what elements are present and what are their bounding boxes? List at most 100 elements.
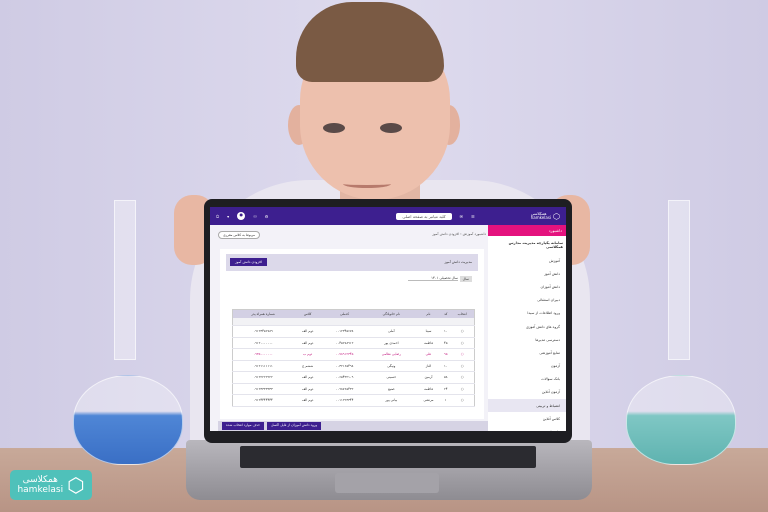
sidebar-item[interactable]: کلاس آنلاین <box>542 416 560 421</box>
table-cell: ۱۰ <box>441 360 451 372</box>
table-cell: ۰۰۶۵۴۳۲۱۰۹ <box>322 371 367 384</box>
column-header[interactable]: نام خانوادگی <box>366 309 416 318</box>
row-checkbox[interactable]: ○ <box>450 348 475 361</box>
sidebar-item[interactable]: دسترسی مدیرها <box>535 337 560 342</box>
row-checkbox[interactable]: ○ <box>450 383 475 395</box>
sidebar-item[interactable]: آزمون <box>550 364 560 369</box>
brand-name-en: hamkelasi <box>17 485 64 495</box>
sidebar-item[interactable]: بانک سوالات <box>541 377 560 382</box>
filter-input[interactable] <box>293 317 323 326</box>
table-cell: فاطمه <box>415 337 442 349</box>
row-checkbox[interactable]: ○ <box>450 394 475 407</box>
sidebar-item[interactable]: دانش آموز <box>544 271 560 276</box>
column-header[interactable]: کلاس <box>293 309 323 318</box>
logo-text-fa: همکلاسی <box>530 211 547 216</box>
delete-selected-button[interactable]: حذف موارد انتخاب شده <box>222 422 265 430</box>
row-checkbox[interactable]: ○ <box>450 325 475 338</box>
table-cell: ۵۸ <box>441 371 451 384</box>
flask-teal <box>626 375 736 465</box>
import-excel-button[interactable]: ورود دانش آموزان از فایل اکسل <box>267 422 322 430</box>
table-cell: ۰۹۱۲۱۱۱۱۱۱۱ <box>232 360 294 372</box>
add-student-button[interactable]: افزودن دانش آموز <box>230 258 267 266</box>
student-card: افزودن دانش آموز مدیریت دانش آموز سال سا… <box>220 249 484 419</box>
laptop-screen: ⏻ ▾ ● ⚇ ⚙ کلید میانبر به صفحه اصلی ✉ ☰ ه… <box>210 207 566 431</box>
filter-input[interactable] <box>441 317 451 326</box>
chevron-down-icon[interactable]: ▾ <box>227 213 230 219</box>
table-cell: ۴۵ <box>441 337 451 349</box>
sidebar-item[interactable]: گروه های دانش آموزی <box>525 324 560 329</box>
table-cell: دوم الف <box>293 394 323 407</box>
power-icon[interactable]: ⏻ <box>216 213 220 219</box>
brand-icon: ⬡ <box>67 473 85 497</box>
mail-icon[interactable]: ✉ <box>459 213 464 219</box>
sidebar-item[interactable]: دبیران استثنائی <box>537 298 560 303</box>
avatar[interactable]: ● <box>237 212 246 220</box>
boy-eye <box>323 123 345 133</box>
table-cell: فاطمه <box>415 383 442 395</box>
students-table: انتخاب کد نام نام خانوادگی کدملی کلاس شماره هم… <box>232 309 475 407</box>
filter-input[interactable] <box>450 317 475 326</box>
sidebar: داشبورد سامانه یکپارچه مدیریت مدارس همکل… <box>488 225 566 431</box>
column-header[interactable]: کد <box>441 309 451 318</box>
sidebar-item[interactable]: منابع آموزشی <box>539 350 560 355</box>
filter-input[interactable] <box>366 317 416 326</box>
table-cell: ۹۵ <box>441 348 451 361</box>
table-row[interactable]: ○ ۲۴ فاطمه صنیع ۰۰۹۸۷۶۵۴۳۲ دوم الف ۰۹۱۲۳۳۳۳۳۳۳ <box>232 383 475 395</box>
table-cell: دوم الف <box>293 383 323 395</box>
year-select[interactable]: سال تحصیلی ۱۴۰۱ <box>408 276 458 281</box>
footer-actions: حذف موارد انتخاب شده ورود دانش آموزان از… <box>218 421 488 431</box>
sidebar-item[interactable]: انضباط و تربیتی <box>488 399 566 413</box>
column-header[interactable]: شماره همراه پدر <box>232 309 294 318</box>
table-row[interactable]: ○ ۵۸ آرمین حسینی ۰۰۶۵۴۳۲۱۰۹ دوم الف ۰۹۱۲۲۲۲۲۲۲… <box>232 371 475 384</box>
column-header[interactable]: نام <box>415 309 442 318</box>
sidebar-item[interactable]: آموزش <box>549 258 560 263</box>
filter-input[interactable] <box>232 317 294 326</box>
table-cell: مرتضی <box>415 394 442 407</box>
logo-text-en: hamkelasi <box>530 215 552 220</box>
sidebar-item[interactable]: دانش آموزان <box>540 284 560 289</box>
row-checkbox[interactable]: ○ <box>450 360 475 372</box>
sidebar-item[interactable]: ورود اطلاعات از سیدا <box>527 311 560 316</box>
sidebar-item[interactable]: آزمون آنلاین <box>541 390 560 395</box>
table-row[interactable]: ○ ۱ مرتضی بیانی پور ۰۰۱۱۲۲۳۳۴۴ دوم الف ۰۹۱۲۴۴۴… <box>232 394 475 407</box>
table-cell: ۰۹۱۲۳۳۳۳۳۳۳ <box>232 383 294 395</box>
hamkelasi-logo: همکلاسی hamkelasi ⬡ <box>10 470 92 500</box>
table-row[interactable]: ○ ۹۵ علی رضایی نظامی ۰۰۷۸۹۱۲۳۴۵ دوم ب ۰۹۳۵۰۰۰۰… <box>232 348 475 361</box>
gear-icon[interactable]: ⚙ <box>264 213 269 219</box>
help-button[interactable]: مربوط به کلاس مقرری <box>218 231 261 239</box>
table-cell: آملی <box>366 325 416 338</box>
search-input[interactable]: کلید میانبر به صفحه اصلی <box>396 212 452 220</box>
menu-icon[interactable]: ☰ <box>471 213 475 219</box>
sidebar-title: سامانه یکپارچه مدیریت مدارس همکلاسی <box>508 241 563 249</box>
table-cell: احمدی پور <box>366 337 416 349</box>
laptop-touchpad <box>335 473 439 493</box>
table-cell: ۱ <box>441 394 451 407</box>
table-cell: آرمین <box>415 371 442 384</box>
table-cell: علی <box>415 348 442 361</box>
users-icon[interactable]: ⚇ <box>253 213 257 219</box>
table-row[interactable]: ○ ۱۰ سینا آملی ۰۰۱۲۳۴۵۶۷۸ دوم الف ۰۹۱۲۳۴۵۶۷۸۹ <box>232 325 475 338</box>
flask-blue <box>73 375 183 465</box>
row-checkbox[interactable]: ○ <box>450 337 475 349</box>
column-header[interactable]: انتخاب <box>450 309 475 318</box>
filter-input[interactable] <box>415 317 442 326</box>
table-cell: ۰۹۱۲۴۴۴۴۴۴۴ <box>232 394 294 407</box>
sidebar-item-dashboard[interactable]: داشبورد <box>488 225 566 236</box>
table-cell: ششم ج <box>293 360 323 372</box>
table-row[interactable]: ○ ۱۰ الناز ونیگی ۰۰۳۲۱۶۵۴۹۸ ششم ج ۰۹۱۲۱۱۱۱۱۱۱ <box>232 360 475 372</box>
table-cell: دوم الف <box>293 337 323 349</box>
logo: همکلاسی hamkelasi ⬡ <box>531 212 560 221</box>
table-cell: رضایی نظامی <box>366 348 416 361</box>
breadcrumb[interactable]: داشبورد آموزش › افزودن دانش آموز <box>432 232 486 236</box>
logo-icon: ⬡ <box>553 211 560 221</box>
row-checkbox[interactable]: ○ <box>450 371 475 384</box>
column-header[interactable]: کدملی <box>322 309 367 318</box>
table-cell: حسینی <box>366 371 416 384</box>
filter-input[interactable] <box>322 317 367 326</box>
sidebar-item[interactable]: پیام ها <box>488 425 566 431</box>
table-cell: دوم الف <box>293 371 323 384</box>
top-bar: ⏻ ▾ ● ⚇ ⚙ کلید میانبر به صفحه اصلی ✉ ☰ ه… <box>210 207 566 225</box>
table-row[interactable]: ○ ۴۵ فاطمه احمدی پور ۰۰۴۵۶۷۸۹۱۲ دوم الف ۰۹۱۲۰۰… <box>232 337 475 349</box>
main-content: داشبورد آموزش › افزودن دانش آموز مربوط ب… <box>214 225 488 431</box>
table-cell: ۰۰۷۸۹۱۲۳۴۵ <box>322 348 367 361</box>
